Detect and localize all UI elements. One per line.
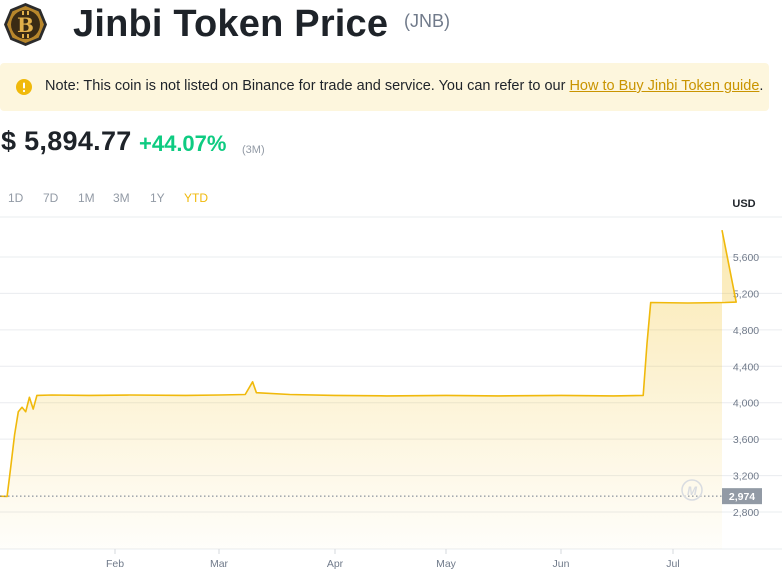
x-tick-label: Mar [210,558,229,570]
notice-suffix: . [759,78,764,94]
y-tick-label: 4,800 [733,325,759,337]
svg-text:B: B [17,13,34,37]
range-tab-ytd[interactable]: YTD [184,191,208,205]
x-tick-label: Jul [666,558,679,570]
binance-watermark-icon: M [681,479,703,501]
page-header: B Jinbi Token Price (JNB) [0,0,783,50]
current-price: $ 5,894.77 [1,126,132,156]
price-change-percent: +44.07% [139,131,227,156]
currency-label: USD [732,198,755,210]
baseline-label-bg [722,488,762,505]
x-tick-label: Jun [553,558,570,570]
not-listed-notice: Note: This coin is not listed on Binance… [0,63,769,111]
y-tick-label: 5,200 [733,288,759,300]
y-tick-label: 5,600 [733,252,759,264]
jinbi-coin-logo-icon: B [4,3,47,46]
y-tick-label: 4,400 [733,361,759,373]
baseline-label: 2,974 [729,491,755,503]
price-area-fill [0,230,737,549]
range-tab-1m[interactable]: 1M [78,191,95,205]
y-tick-label: 4,000 [733,398,759,410]
price-chart[interactable]: USD 2,800 3,200 3,600 4,000 4,400 4,800 5,200 5,… [0,185,783,575]
notice-message: Note: This coin is not listed on Binance… [45,78,763,94]
page-title: Jinbi Token Price [73,3,389,45]
svg-text:M: M [687,484,698,498]
change-period: (3M) [242,144,265,156]
range-tab-7d[interactable]: 7D [43,191,59,205]
info-warning-icon [16,79,32,95]
range-tab-1y[interactable]: 1Y [150,191,165,205]
y-tick-label: 2,800 [733,507,759,519]
x-tick-label: May [436,558,457,570]
coin-symbol: (JNB) [404,11,450,31]
price-series-line [0,229,737,498]
y-tick-label: 3,600 [733,434,759,446]
range-tab-3m[interactable]: 3M [113,191,130,205]
how-to-buy-guide-link[interactable]: How to Buy Jinbi Token guide [569,78,760,94]
notice-text: Note: This coin is not listed on Binance… [45,78,570,94]
x-tick-label: Apr [327,558,344,570]
y-tick-label: 3,200 [733,471,759,483]
range-tab-1d[interactable]: 1D [8,191,24,205]
x-tick-label: Feb [106,558,124,570]
